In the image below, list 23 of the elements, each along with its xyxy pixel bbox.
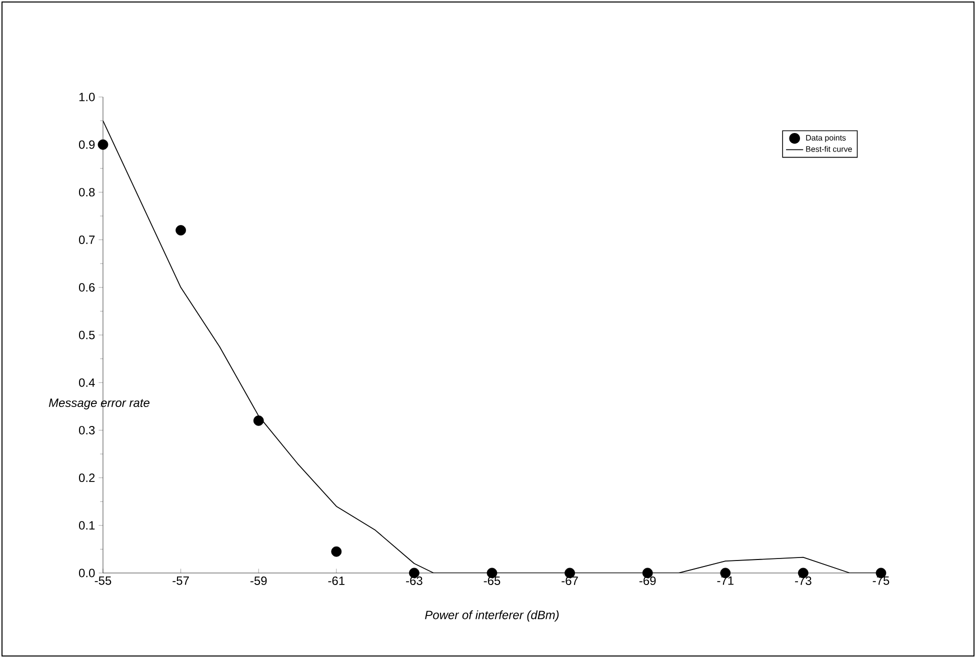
x-tick-label: -59 (250, 576, 267, 586)
y-tick-label: 0.9 (78, 140, 95, 149)
point (98, 139, 108, 150)
x-axis-title: Power of interferer (dBm) (425, 610, 559, 622)
x-tick-label: -61 (328, 576, 344, 586)
y-tick-label: 0.3 (78, 426, 95, 434)
y-tick-label: 0.0 (78, 568, 95, 578)
legend-label: Best-fit curve (806, 146, 852, 152)
y-tick-label: 0.4 (78, 378, 95, 387)
x-tick-label: -55 (94, 576, 112, 585)
point (331, 546, 342, 557)
point (176, 225, 186, 236)
y-axis-title: Message error rate (48, 398, 150, 410)
y-tick-label: 0.8 (78, 188, 95, 196)
point (253, 415, 264, 426)
y-tick-label: 0.5 (78, 330, 95, 340)
y-tick-label: 1.0 (79, 92, 95, 102)
y-tick-label: 0.7 (78, 236, 95, 244)
y-tick-label: 0.1 (78, 521, 95, 530)
x-tick-label: -57 (172, 576, 189, 585)
y-tick-label: 0.6 (78, 283, 95, 292)
legend-label: Data points (806, 134, 846, 142)
y-tick-label: 0.2 (78, 474, 95, 482)
